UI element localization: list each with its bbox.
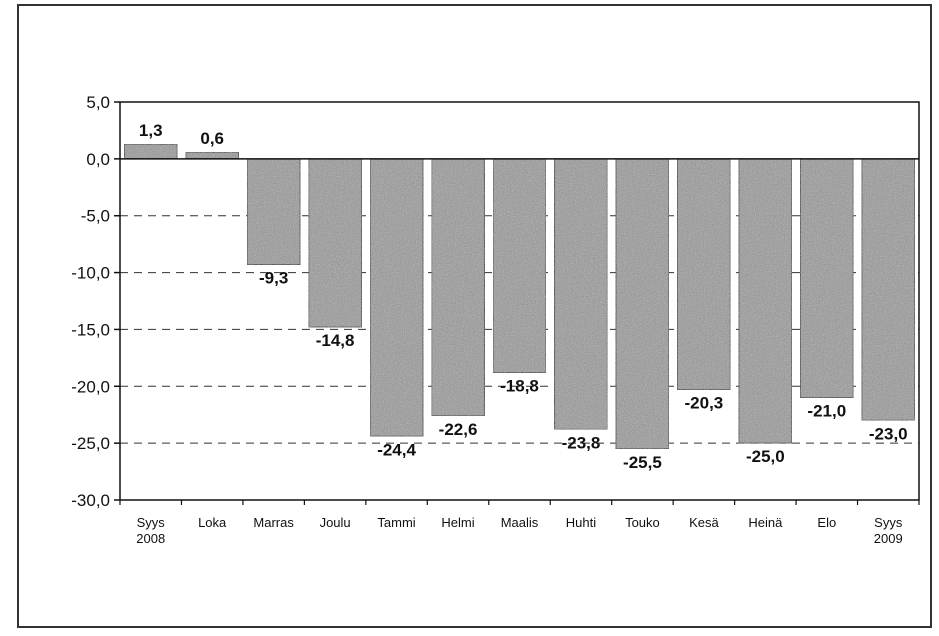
bar [492, 158, 547, 374]
data-label: -20,3 [685, 394, 724, 413]
x-tick-label: Elo [817, 515, 836, 530]
x-tick-label: Maalis [501, 515, 539, 530]
x-tick-label: Tammi [377, 515, 415, 530]
x-tick-label: Marras [253, 515, 294, 530]
x-tick-label: Kesä [689, 515, 719, 530]
x-tick-label: 2009 [874, 531, 903, 546]
y-tick-label: -5,0 [81, 207, 110, 226]
bar [430, 158, 486, 417]
y-tick-label: -25,0 [71, 434, 110, 453]
bars [123, 143, 916, 450]
x-tick-label: Loka [198, 515, 227, 530]
bar [676, 158, 731, 391]
y-tick-label: -15,0 [71, 320, 110, 339]
data-label: -18,8 [500, 377, 539, 396]
x-tick-label: Syys [137, 515, 166, 530]
bar [185, 151, 240, 160]
bar [799, 158, 854, 399]
data-label: -9,3 [259, 269, 288, 288]
y-tick-label: -30,0 [71, 491, 110, 510]
y-tick-labels: 5,0 0,0 -5,0 -10,0 -15,0 -20,0 -25,0 -30,0 [71, 93, 110, 510]
bar [553, 158, 609, 431]
data-label: -25,0 [746, 447, 785, 466]
data-label: -14,8 [316, 331, 355, 350]
bar [308, 158, 363, 328]
x-tick-label: Heinä [748, 515, 783, 530]
bar [369, 158, 424, 437]
bar [246, 158, 301, 266]
x-tick-label: Huhti [566, 515, 596, 530]
x-tick-label: 2008 [136, 531, 165, 546]
data-label: 0,6 [200, 129, 224, 148]
data-label: -21,0 [807, 402, 846, 421]
y-tick-label: 0,0 [86, 150, 110, 169]
data-label: -23,0 [869, 424, 908, 443]
y-tick-label: -10,0 [71, 264, 110, 283]
x-tick-label: Touko [625, 515, 660, 530]
data-labels: 1,3 0,6 -9,3 -14,8 -24,4 -22,6 -18,8 -23,8 -25,5… [139, 121, 908, 472]
bar [615, 158, 670, 450]
data-label: -22,6 [439, 420, 478, 439]
bar [123, 143, 178, 160]
data-label: 1,3 [139, 121, 163, 140]
x-tick-label: Syys [874, 515, 903, 530]
data-label: -25,5 [623, 453, 662, 472]
bar [861, 158, 916, 421]
data-label: -24,4 [377, 440, 416, 459]
plot-area-border [119, 101, 920, 501]
y-tick-label: -20,0 [71, 377, 110, 396]
x-tick-label: Joulu [320, 515, 351, 530]
y-tick-label: 5,0 [86, 93, 110, 112]
bar [738, 158, 793, 444]
data-label: -23,8 [562, 433, 601, 452]
x-tick-label: Helmi [441, 515, 474, 530]
axes [114, 101, 920, 505]
